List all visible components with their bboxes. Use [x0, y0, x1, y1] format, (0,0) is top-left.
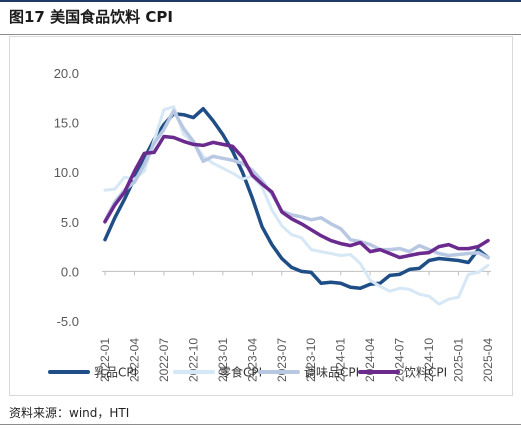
series-layer [103, 105, 490, 306]
x-tick-label: 2023-04 [245, 338, 259, 382]
chart-border [9, 36, 513, 396]
legend-label: 调味品CPI [304, 366, 359, 380]
y-axis: 20.0 15.0 10.0 5.0 0.0 -5.0 [54, 66, 79, 329]
legend-label: 零食CPI [219, 365, 262, 380]
x-tick-label: 2024-04 [363, 338, 377, 382]
legend-label: 乳品CPI [94, 366, 137, 380]
y-tick-label: -5.0 [57, 314, 79, 329]
series-line-3 [103, 108, 490, 260]
y-tick-label: 20.0 [54, 66, 79, 81]
y-tick-label: 5.0 [61, 215, 79, 230]
x-tick-label: 2022-01 [98, 338, 112, 382]
title-divider [0, 34, 521, 35]
x-tick-label: 2025-01 [452, 338, 466, 382]
y-tick-label: 0.0 [61, 264, 79, 279]
y-tick-label: 15.0 [54, 116, 79, 131]
source-note: 资料来源：wind，HTI [9, 406, 130, 420]
x-tick-label: 2023-07 [275, 338, 289, 382]
x-tick-label: 2023-10 [304, 338, 318, 382]
figure-title: 图17 美国食品饮料 CPI [9, 8, 173, 26]
y-tick-label: 10.0 [54, 165, 79, 180]
x-tick-label: 2024-01 [334, 338, 348, 382]
series-line-4 [103, 134, 490, 260]
legend-label: 饮料CPI [404, 366, 447, 380]
x-tick-label: 2022-07 [157, 338, 171, 382]
x-tick-label: 2024-10 [422, 338, 436, 382]
x-tick-label: 2025-04 [481, 338, 495, 382]
legend: 乳品CPI 零食CPI 调味品CPI 饮料CPI [48, 365, 447, 380]
x-tick-label: 2022-04 [127, 338, 141, 382]
x-tick-label: 2023-01 [216, 338, 230, 382]
series-line-2 [103, 105, 490, 306]
x-tick-label: 2022-10 [186, 338, 200, 382]
bottom-divider [0, 424, 521, 425]
top-frame-line [0, 0, 521, 2]
